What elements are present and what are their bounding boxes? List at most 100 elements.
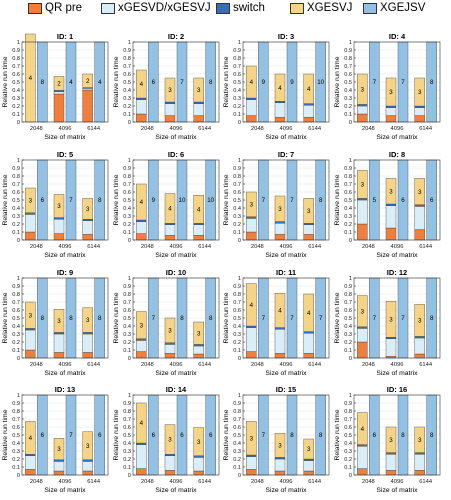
y-tick-label: 0.7 <box>123 64 131 70</box>
y-tick-label: 0.5 <box>12 433 20 439</box>
x-tick-label: 4096 <box>391 479 404 485</box>
x-tick-label: 2048 <box>30 479 43 485</box>
y-tick-label: 0.1 <box>12 112 20 118</box>
bar-segment-xgesvj <box>303 438 314 460</box>
bar-data-label: 8 <box>41 79 45 86</box>
subplot-13: 0 0.1 0.2 0.3 0.4 0.5 0.6 0.7 0.8 0.9 1 ID: 13 Relat… <box>2 385 109 494</box>
bar-segment-qr-pre <box>385 227 397 241</box>
y-tick-label: 0.2 <box>344 457 352 463</box>
y-tick-label: 0.1 <box>12 230 20 236</box>
bar-segment-xgesvj <box>136 183 147 221</box>
bar-segment-qr-pre <box>136 351 147 359</box>
bar-segment-switch <box>246 216 257 219</box>
subplot-title: ID: 3 <box>278 32 294 41</box>
bar-segment-xgesvj <box>246 283 257 327</box>
y-tick-label: 0 <box>349 356 352 362</box>
bar-segment-xgesvj <box>25 301 36 329</box>
axes-frame <box>353 394 441 476</box>
y-tick-label: 0 <box>238 473 241 479</box>
y-tick-label: 0.3 <box>344 214 352 220</box>
subplot-11: 0 0.1 0.2 0.3 0.4 0.5 0.6 0.7 0.8 0.9 1 ID: 11 Relat… <box>223 268 330 377</box>
bar-data-label: 3 <box>307 446 311 453</box>
bar-data-label: 9 <box>290 79 294 86</box>
y-tick-label: 0.6 <box>12 72 20 78</box>
subplot-title: ID: 1 <box>57 32 73 41</box>
x-tick-label: 2048 <box>251 362 264 368</box>
axes-frame <box>132 41 220 123</box>
y-axis-label: Relative run time <box>2 56 9 107</box>
x-tick-label: 2048 <box>30 244 43 250</box>
x-tick-label: 6144 <box>308 362 322 368</box>
bar-segment-xgesvj <box>357 73 368 105</box>
bar-data-label: 4 <box>250 79 254 86</box>
y-tick-label: 0.9 <box>123 284 131 290</box>
bar-segment-switch <box>25 212 36 215</box>
bar-data-label: 3 <box>418 318 422 325</box>
bar-segment-switch <box>274 457 286 460</box>
bar-segment-xgesvj <box>385 301 397 338</box>
bar-segment-qr-pre <box>414 353 425 359</box>
legend-swatch-xgejsv <box>363 2 377 14</box>
subplot-title: ID: 16 <box>387 385 407 394</box>
y-tick-label: 0.9 <box>12 48 20 54</box>
y-tick-label: 1 <box>349 393 352 399</box>
bar-data-label: 8 <box>41 315 45 322</box>
x-tick-label: 2048 <box>362 479 375 485</box>
bar-segment-xgesvj <box>303 293 314 332</box>
y-tick-label: 1 <box>17 393 20 399</box>
bar-data-label: 7 <box>69 197 73 204</box>
bar-data-label: 7 <box>69 432 73 439</box>
bar-segment-xgesvd-xgesvj <box>385 205 397 229</box>
bar-data-label: 8 <box>319 197 323 204</box>
bar-segment-xgesvd-xgesvj <box>274 102 286 118</box>
bar-data-label: 7 <box>262 432 266 439</box>
bar-segment-xgesvj <box>303 198 314 224</box>
x-axis-label: Size of matrix <box>376 370 418 377</box>
bar-data-label: 3 <box>389 437 393 444</box>
y-tick-label: 0.5 <box>344 433 352 439</box>
bar-segment-switch <box>385 337 397 340</box>
y-tick-label: 0.5 <box>12 198 20 204</box>
y-tick-label: 0.1 <box>233 465 241 471</box>
y-tick-label: 1 <box>17 40 20 46</box>
bar-segment-xgesvj <box>25 187 36 213</box>
bar-segment-switch <box>385 105 397 108</box>
y-tick-label: 0.2 <box>233 104 241 110</box>
y-tick-label: 0.1 <box>123 465 131 471</box>
y-tick-label: 0.4 <box>344 88 352 94</box>
axes-frame <box>21 41 109 123</box>
bar-segment-xgesvd-xgesvj <box>303 460 314 472</box>
y-tick-label: 0 <box>238 120 241 126</box>
bar-segment-qr-pre <box>246 469 257 476</box>
bar-data-label: 8 <box>319 432 323 439</box>
bar-data-label: 10 <box>179 197 186 204</box>
bar-segment-xgesvd-xgesvj <box>193 103 204 116</box>
y-tick-label: 1 <box>128 158 131 164</box>
y-axis-label: Relative run time <box>223 56 230 107</box>
bar-segment-switch <box>303 222 314 225</box>
bar-segment-switch <box>193 222 204 225</box>
y-axis-label: Relative run time <box>223 174 230 225</box>
bar-data-label: 7 <box>152 315 156 322</box>
bar-data-label: 3 <box>168 437 172 444</box>
y-tick-label: 0.4 <box>344 206 352 212</box>
bar-segment-xgesvj <box>82 73 93 88</box>
y-tick-label: 0.8 <box>123 409 131 415</box>
x-tick-label: 6144 <box>419 479 433 485</box>
y-tick-label: 0.6 <box>233 190 241 196</box>
axes-frame <box>132 277 220 359</box>
bar-data-label: 8 <box>209 79 213 86</box>
bar-segment-xgesvd-xgesvj <box>53 333 65 353</box>
y-tick-label: 0.5 <box>233 198 241 204</box>
y-tick-label: 0.7 <box>344 64 352 70</box>
bar-data-label: 4 <box>98 79 102 86</box>
bar-data-label: 6 <box>430 197 434 204</box>
x-tick-label: 4096 <box>59 479 72 485</box>
legend-swatch-switch <box>216 2 230 14</box>
bar-data-label: 3 <box>389 89 393 96</box>
bar-segment-xgesvd-xgesvj <box>136 99 147 115</box>
bar-segment-switch <box>303 458 314 461</box>
bar-data-label: 3 <box>250 435 254 442</box>
y-tick-label: 0.9 <box>233 166 241 172</box>
y-tick-label: 0.5 <box>123 433 131 439</box>
